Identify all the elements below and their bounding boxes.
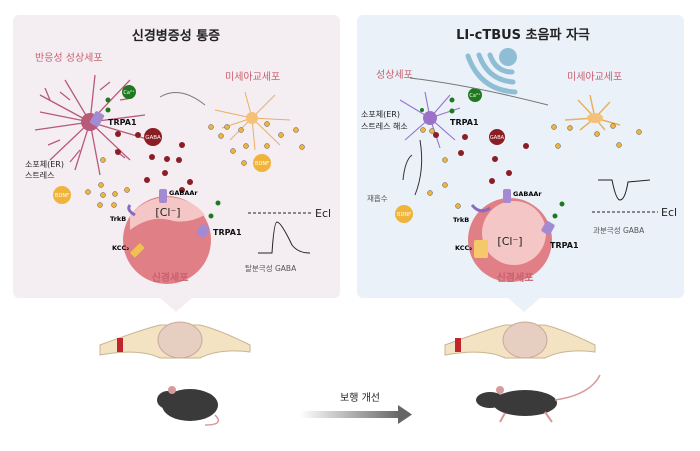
left-panel-title: 신경병증성 통증 xyxy=(132,28,220,44)
reactive-astrocyte-label: 반응성 성상세포 xyxy=(35,52,103,64)
neuron-label: 신경세포 xyxy=(152,271,189,284)
ecl-label: Ecl xyxy=(661,206,677,219)
kcc2-transporter-icon xyxy=(474,240,488,258)
reuptake-arrow-up xyxy=(402,154,413,181)
trpa1-neuron-label: TRPA1 xyxy=(213,228,242,237)
ultrasound-icon xyxy=(465,48,518,95)
kcc2-label: KCC₂ xyxy=(455,244,472,252)
trpa1-channel-icon xyxy=(89,111,105,127)
er-label-line2: 스트레스 해소 xyxy=(361,121,408,131)
kcc2-label: KCC₂ xyxy=(112,244,129,252)
right-panel: LI-cTBUS 초음파 자극 성상세포 Ca²⁺ TRPA1 소포체(ER) … xyxy=(357,15,684,312)
calcium-label: Ca²⁺ xyxy=(469,93,481,99)
left-callout-pointer xyxy=(160,298,192,312)
microglia-bdnf-molecules xyxy=(551,123,642,149)
bdnf-label: BDNF xyxy=(397,212,411,218)
gabaar-label: GABAAr xyxy=(513,190,542,198)
bdnf-icon xyxy=(395,205,413,223)
right-panel-title: LI-cTBUS 초음파 자극 xyxy=(456,27,590,43)
microglia-icon xyxy=(564,94,621,131)
gaba-icon xyxy=(144,128,162,146)
gaba-label: GABA xyxy=(145,135,161,141)
microglia-bdnf-molecules xyxy=(208,121,305,166)
microglia-bdnf-icon xyxy=(253,154,271,172)
astrocyte-icon xyxy=(399,91,461,149)
astrocyte-label: 성상세포 xyxy=(376,69,413,81)
bdnf-left-label: BDNF xyxy=(55,193,69,199)
gaba-molecules xyxy=(433,132,529,184)
trkb-label: TrkB xyxy=(110,215,126,223)
neuron-icon xyxy=(468,198,552,282)
spinal-cord-right-icon xyxy=(444,321,596,359)
er-label-line1: 소포체(ER) xyxy=(25,159,64,169)
calcium-icon xyxy=(122,85,136,99)
trpa1-astrocyte-label: TRPA1 xyxy=(450,118,479,127)
trpa1-neuron-channel-icon xyxy=(541,221,555,235)
chloride-label: [Cl⁻] xyxy=(155,206,180,219)
mouse-walking-icon xyxy=(476,374,601,423)
trkb-receptor-icon xyxy=(127,204,136,217)
kcc2-transporter-icon xyxy=(130,243,145,258)
improvement-arrow xyxy=(300,405,412,424)
reuptake-arrow-down xyxy=(414,139,423,196)
trpa1-neuron-label: TRPA1 xyxy=(550,241,579,250)
left-panel: 신경병증성 통증 반응성 성상세포 Ca²⁺ TRPA1 GABA 소포체(ER… xyxy=(13,15,340,312)
right-callout-pointer xyxy=(508,298,540,312)
bdnf-icon xyxy=(53,186,71,204)
trkb-receptor-icon xyxy=(470,204,491,213)
curve-label: 과분극성 GABA xyxy=(593,226,645,235)
hyperpolarizing-trace xyxy=(598,179,651,201)
depolarizing-trace xyxy=(258,221,311,254)
microglia-icon xyxy=(214,91,291,151)
trpa1-astrocyte-label: TRPA1 xyxy=(108,118,137,127)
gabaa-receptor-icon xyxy=(159,189,167,203)
neuron-label: 신경세포 xyxy=(497,271,534,284)
er-label-line1: 소포체(ER) xyxy=(361,109,400,119)
trkb-label: TrkB xyxy=(453,216,469,224)
gabaa-receptor-icon xyxy=(503,189,511,203)
bdnf-molecules xyxy=(85,157,130,208)
chloride-label: [Cl⁻] xyxy=(497,235,522,248)
walking-improvement-label: 보행 개선 xyxy=(340,392,380,404)
calcium-icon xyxy=(468,88,482,102)
gaba-molecules xyxy=(115,131,193,193)
trpa1-neuron-channel-icon xyxy=(196,224,210,238)
neuron-icon xyxy=(123,196,211,284)
right-panel-background xyxy=(357,15,684,298)
gaba-label: GABA xyxy=(490,135,505,141)
microglia-label: 미세아교세포 xyxy=(567,71,622,83)
interaction-arrow xyxy=(409,77,549,106)
gabaar-label: GABAAr xyxy=(169,189,198,197)
bdnf-molecules xyxy=(420,127,461,209)
interaction-arrow xyxy=(159,92,206,106)
curve-label: 탈분극성 GABA xyxy=(245,264,297,273)
er-label-line2: 스트레스 xyxy=(25,171,54,180)
reuptake-label: 재흡수 xyxy=(367,193,388,203)
gaba-icon xyxy=(489,129,505,145)
ecl-label: Ecl xyxy=(315,207,331,220)
microglia-label: 미세아교세포 xyxy=(225,71,280,83)
calcium-label: Ca²⁺ xyxy=(123,90,135,96)
mouse-hunched-icon xyxy=(157,386,220,426)
left-panel-background xyxy=(13,15,340,298)
spinal-cord-left-icon xyxy=(99,321,251,359)
bdnf-microglia-label: BDNF xyxy=(255,161,269,167)
